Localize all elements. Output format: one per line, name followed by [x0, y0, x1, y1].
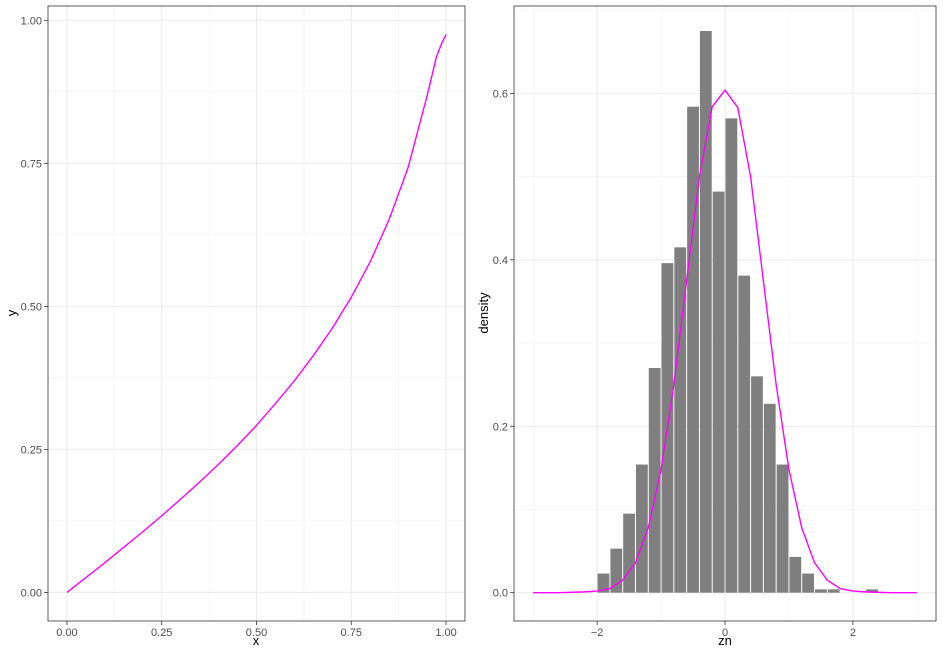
left-ticks: 0.00 0.25 0.50 0.75 1.00 0.00 0.25 0.50 0.75 1.00	[21, 15, 457, 639]
right-ticks: −2 0 2 0.0 0.2 0.4 0.6	[493, 88, 856, 639]
right-gridlines	[514, 6, 936, 621]
right-x-tick-label: −2	[591, 627, 604, 639]
right-panel: −2 0 2 0.0 0.2 0.4 0.6 zn density	[476, 5, 937, 648]
right-x-tick-label: 2	[850, 627, 856, 639]
right-y-tick-label: 0.0	[493, 588, 508, 600]
histogram-bar	[712, 191, 725, 593]
histogram-bar	[674, 247, 687, 593]
histogram-bar	[751, 376, 763, 593]
histogram-bar	[789, 556, 802, 593]
left-x-tick-label: 1.00	[435, 627, 456, 639]
left-gridlines	[48, 6, 465, 621]
left-x-tick-label: 0.50	[246, 627, 267, 639]
histogram-bar	[815, 589, 827, 593]
histogram-bar	[866, 589, 878, 593]
left-x-axis-title: x	[253, 633, 260, 648]
histogram-bar	[623, 513, 635, 593]
left-panel: 0.00 0.25 0.50 0.75 1.00 0.00 0.25 0.50 0.75 1.00…	[4, 5, 466, 648]
left-x-tick-label: 0.75	[341, 627, 362, 639]
left-series-line	[66, 34, 447, 593]
histogram-bar	[610, 548, 623, 593]
right-x-axis-title: zn	[718, 633, 732, 648]
histogram-bar	[802, 573, 815, 593]
left-y-tick-label: 0.50	[21, 301, 42, 313]
right-x-tick-label: 0	[722, 627, 728, 639]
histogram-bar	[597, 573, 610, 593]
histogram-bar	[699, 30, 712, 593]
left-series	[66, 34, 447, 593]
left-x-tick-label: 0.25	[151, 627, 172, 639]
density-curve-line	[533, 89, 917, 594]
left-y-tick-label: 0.75	[21, 158, 42, 170]
left-y-axis-title: y	[4, 309, 19, 316]
left-y-tick-label: 0.00	[21, 587, 42, 599]
right-y-axis-title: density	[476, 292, 491, 334]
left-y-tick-label: 0.25	[21, 444, 42, 456]
histogram-bar	[635, 464, 648, 593]
left-y-tick-label: 1.00	[21, 15, 42, 27]
histogram-bar	[738, 275, 751, 593]
histogram-bar	[687, 106, 699, 593]
histogram-bar	[648, 368, 661, 593]
right-y-tick-label: 0.2	[493, 421, 508, 433]
histogram-bar	[725, 118, 738, 593]
histogram-bar	[827, 589, 840, 593]
right-y-tick-label: 0.6	[493, 88, 508, 100]
right-y-tick-label: 0.4	[493, 255, 508, 267]
left-x-tick-label: 0.00	[56, 627, 77, 639]
right-density-curve	[533, 89, 917, 594]
histogram-bar	[776, 464, 789, 593]
histogram-bar	[763, 403, 776, 593]
